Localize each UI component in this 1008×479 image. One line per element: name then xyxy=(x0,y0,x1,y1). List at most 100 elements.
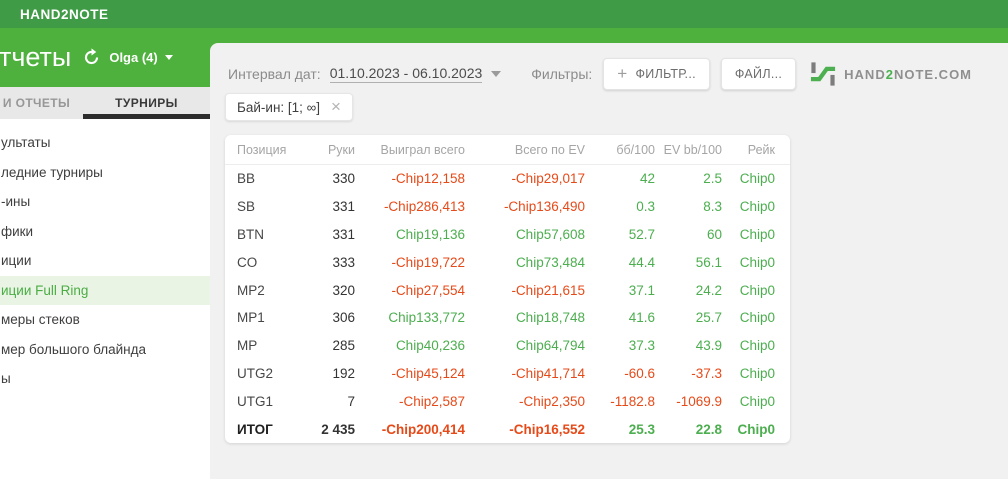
cell-won_total: -Chip286,413 xyxy=(383,199,465,215)
cell-won_total: Chip133,772 xyxy=(388,310,465,326)
report-table-body: BB 330 -Chip12,158 -Chip29,017 42 2.5 Chip0 SB 3… xyxy=(225,165,790,443)
date-interval-value[interactable]: 01.10.2023 - 06.10.2023 xyxy=(329,65,483,83)
cell-ev_bb100: 25.7 xyxy=(695,310,722,326)
cell-rake: Chip0 xyxy=(739,254,775,270)
filter-bar: Интервал дат: 01.10.2023 - 06.10.2023 Фи… xyxy=(228,58,972,90)
cell-hands: 192 xyxy=(332,365,355,381)
hand2note-logo-text: HAND2NOTE.COM xyxy=(844,66,973,82)
cell-ev_bb100: 24.2 xyxy=(695,282,722,298)
column-header-rake[interactable]: Рейк xyxy=(747,142,775,157)
cell-hands: 331 xyxy=(332,199,355,215)
cell-ev_total: Chip18,748 xyxy=(515,310,585,326)
cell-won_total: -Chip12,158 xyxy=(391,171,465,187)
account-name: Olga (4) xyxy=(109,49,158,65)
cell-position: MP2 xyxy=(237,282,265,298)
table-row[interactable]: UTG1 7 -Chip2,587 -Chip2,350 -1182.8 -1069.9 C… xyxy=(225,387,790,415)
sidebar-item[interactable]: фики xyxy=(1,223,34,239)
cell-ev_bb100: -1069.9 xyxy=(676,393,722,409)
cell-ev_total: Chip64,794 xyxy=(515,338,585,354)
cell-rake: Chip0 xyxy=(739,199,775,215)
add-filter-button[interactable]: + ФИЛЬТР... xyxy=(603,58,710,90)
sidebar-item[interactable]: ультаты xyxy=(1,135,51,151)
cell-hands: 320 xyxy=(332,282,355,298)
cell-ev_total: -Chip21,615 xyxy=(511,282,585,298)
table-row[interactable]: MP1 306 Chip133,772 Chip18,748 41.6 25.7 Chip0 xyxy=(225,304,790,332)
report-card: Позиция Руки Выиграл всего Всего по EV бб/10… xyxy=(225,135,790,443)
cell-rake: Chip0 xyxy=(739,393,775,409)
cell-ev_total: -Chip29,017 xyxy=(511,171,585,187)
sidebar-item[interactable]: иции Full Ring xyxy=(0,275,210,305)
hand2note-logo-icon xyxy=(811,62,836,86)
date-chevron-down-icon[interactable] xyxy=(491,71,502,77)
active-tab-underline xyxy=(83,114,210,119)
date-interval-label: Интервал дат: xyxy=(228,66,321,82)
page-header: тчеты Olga (4) xyxy=(0,28,210,86)
tab-strip: И ОТЧЕТЫ ТУРНИРЫ xyxy=(0,87,210,119)
table-row[interactable]: SB 331 -Chip286,413 -Chip136,490 0.3 8.3 Chip0 xyxy=(225,193,790,221)
cell-position: SB xyxy=(237,199,256,215)
cell-bb100: -60.6 xyxy=(624,365,655,381)
cell-ev_total: -Chip41,714 xyxy=(511,365,585,381)
cell-ev_total: -Chip2,350 xyxy=(518,393,585,409)
column-header-bb100[interactable]: бб/100 xyxy=(616,142,655,157)
cell-hands: 285 xyxy=(332,338,355,354)
column-header-hands[interactable]: Руки xyxy=(327,142,355,157)
top-bar: HAND2NOTE xyxy=(0,0,1008,28)
cell-won_total: Chip40,236 xyxy=(395,338,465,354)
sidebar-item[interactable]: ледние турниры xyxy=(1,164,103,180)
cell-position: ИТОГ xyxy=(237,421,273,437)
cell-hands: 306 xyxy=(332,310,355,326)
sidebar-item[interactable]: ы xyxy=(1,371,11,387)
cell-rake: Chip0 xyxy=(739,365,775,381)
cell-won_total: -Chip2,587 xyxy=(398,393,465,409)
table-row[interactable]: CO 333 -Chip19,722 Chip73,484 44.4 56.1 Chip0 xyxy=(225,248,790,276)
cell-hands: 331 xyxy=(332,226,355,242)
cell-ev_total: -Chip136,490 xyxy=(503,199,585,215)
sidebar-item[interactable]: меры стеков xyxy=(1,312,80,328)
cell-position: MP xyxy=(237,338,258,354)
close-icon[interactable]: × xyxy=(331,97,341,116)
cell-ev_bb100: 22.8 xyxy=(695,421,722,437)
account-dropdown[interactable]: Olga (4) xyxy=(109,49,173,65)
cell-ev_bb100: 56.1 xyxy=(695,254,722,270)
cell-bb100: 41.6 xyxy=(628,310,655,326)
sidebar-item[interactable]: мер большого блайнда xyxy=(1,341,147,357)
cell-rake: Chip0 xyxy=(739,338,775,354)
chevron-down-icon xyxy=(164,54,173,60)
cell-bb100: 37.1 xyxy=(628,282,655,298)
tab-tournaments[interactable]: ТУРНИРЫ xyxy=(115,96,178,110)
cell-hands: 330 xyxy=(332,171,355,187)
table-row[interactable]: BB 330 -Chip12,158 -Chip29,017 42 2.5 Chip0 xyxy=(225,165,790,193)
table-row[interactable]: MP2 320 -Chip27,554 -Chip21,615 37.1 24.2 Chip… xyxy=(225,276,790,304)
cell-position: MP1 xyxy=(237,310,265,326)
cell-ev_total: Chip57,608 xyxy=(515,226,585,242)
table-row[interactable]: ИТОГ 2 435 -Chip200,414 -Chip16,552 25.3 22.8… xyxy=(225,415,790,443)
cell-won_total: -Chip27,554 xyxy=(391,282,465,298)
cell-rake: Chip0 xyxy=(739,171,775,187)
cell-bb100: 52.7 xyxy=(628,226,655,242)
cell-won_total: Chip19,136 xyxy=(395,226,465,242)
table-row[interactable]: UTG2 192 -Chip45,124 -Chip41,714 -60.6 -37.3 C… xyxy=(225,360,790,388)
file-button[interactable]: ФАЙЛ... xyxy=(720,58,797,90)
main-panel: Интервал дат: 01.10.2023 - 06.10.2023 Фи… xyxy=(210,43,1008,479)
refresh-icon[interactable] xyxy=(82,47,101,67)
table-header-row: Позиция Руки Выиграл всего Всего по EV бб/10… xyxy=(225,135,790,165)
column-header-ev_bb100[interactable]: EV bb/100 xyxy=(663,142,722,157)
column-header-position[interactable]: Позиция xyxy=(237,142,287,157)
cell-position: UTG1 xyxy=(237,393,274,409)
tab-my-reports[interactable]: И ОТЧЕТЫ xyxy=(2,96,71,110)
sidebar-item[interactable]: -ины xyxy=(1,194,31,210)
hand2note-logo: HAND2NOTE.COM xyxy=(810,61,972,87)
table-row[interactable]: BTN 331 Chip19,136 Chip57,608 52.7 60 Chip0 xyxy=(225,221,790,249)
cell-ev_bb100: 2.5 xyxy=(703,171,722,187)
cell-hands: 333 xyxy=(332,254,355,270)
column-header-ev_total[interactable]: Всего по EV xyxy=(514,142,585,157)
column-header-won_total[interactable]: Выиграл всего xyxy=(380,142,465,157)
table-row[interactable]: MP 285 Chip40,236 Chip64,794 37.3 43.9 Chip0 xyxy=(225,332,790,360)
cell-rake: Chip0 xyxy=(739,282,775,298)
cell-bb100: 25.3 xyxy=(628,421,655,437)
cell-position: BB xyxy=(237,171,256,187)
sidebar-item[interactable]: иции xyxy=(1,253,32,269)
file-button-label: ФАЙЛ... xyxy=(734,67,783,81)
cell-ev_bb100: 8.3 xyxy=(703,199,722,215)
